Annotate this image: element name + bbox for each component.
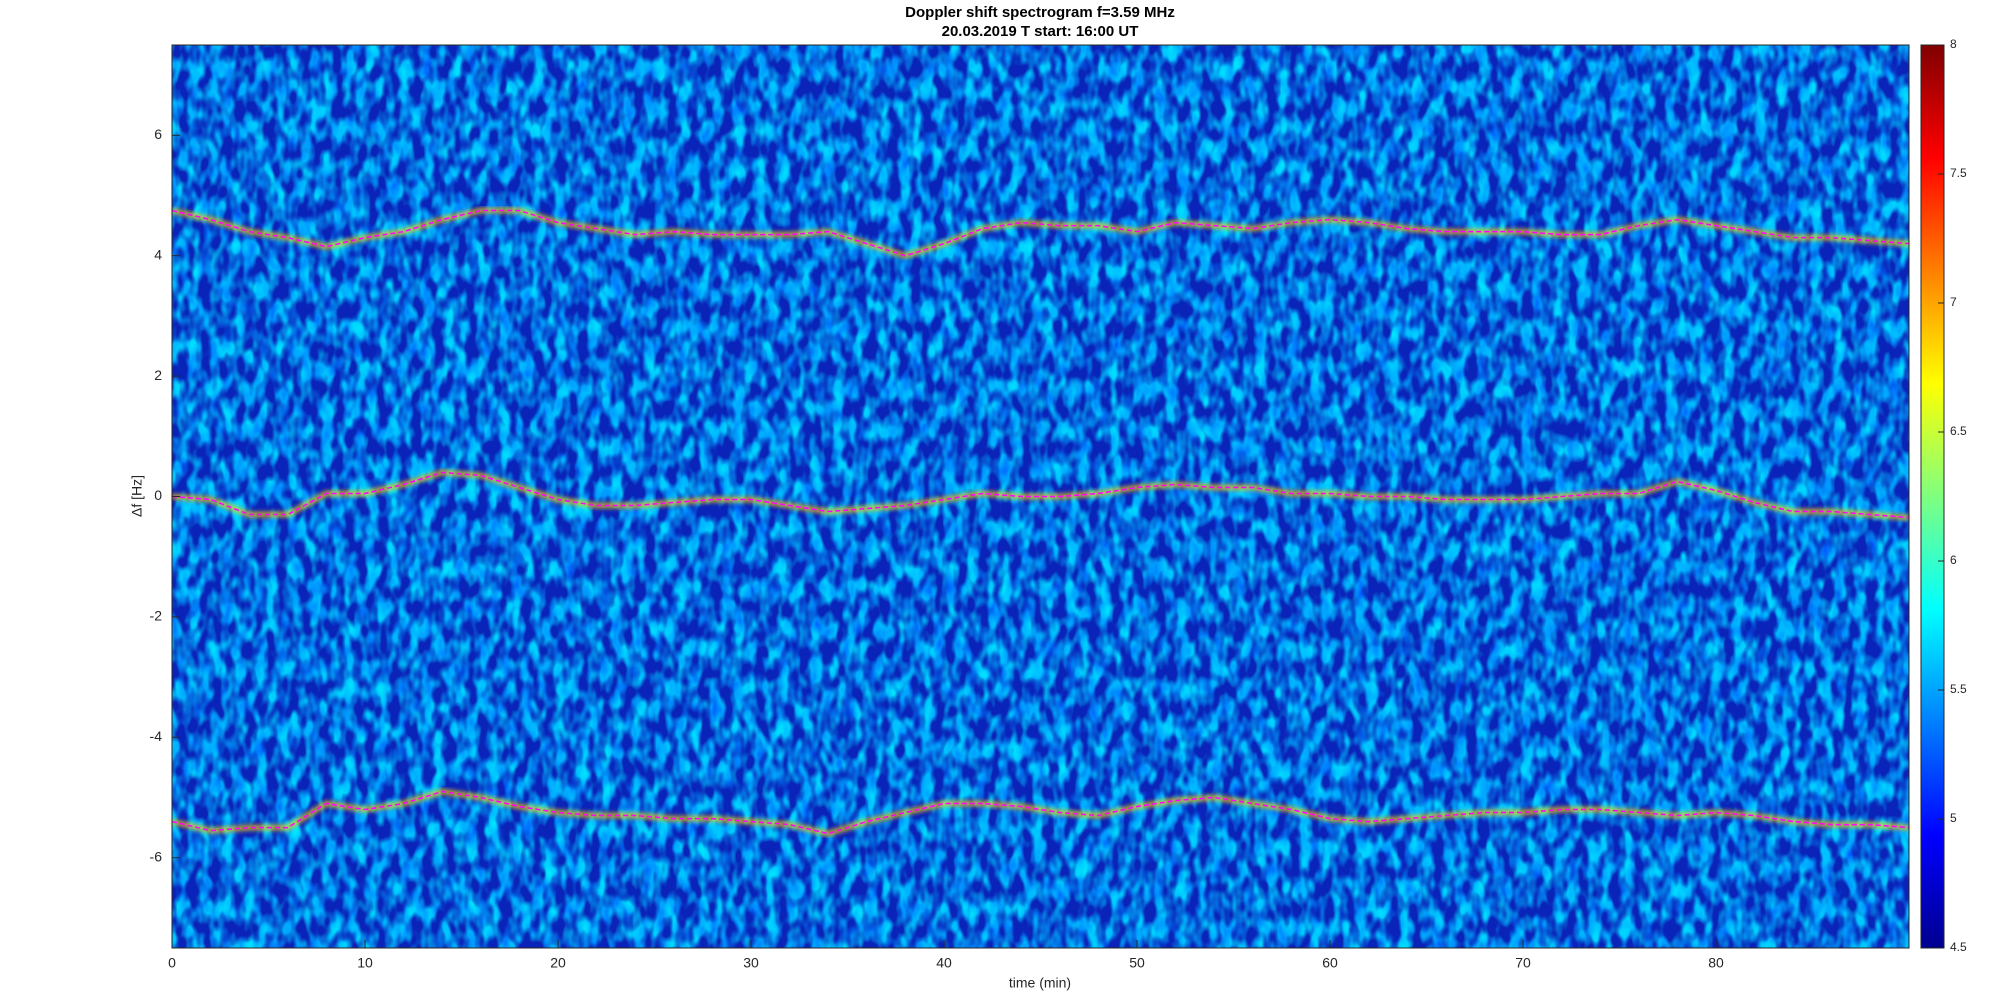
y-tick-label: 6 [154, 126, 162, 142]
y-axis-label: Δf [Hz] [129, 475, 145, 517]
trace-line [171, 471, 1910, 519]
colorbar-tick-label: 7 [1950, 295, 1957, 309]
x-tick-label: 70 [1515, 955, 1531, 971]
colorbar-tick-label: 8 [1950, 37, 1957, 51]
x-tick-label: 80 [1708, 955, 1724, 971]
chart-title: Doppler shift spectrogram f=3.59 MHz [905, 4, 1175, 21]
colorbar-tick-label: 6.5 [1950, 424, 1967, 438]
y-tick-label: -2 [150, 608, 163, 624]
y-tick-label: 2 [154, 367, 162, 383]
trace-line [171, 790, 1910, 835]
y-tick-label: -4 [150, 728, 163, 744]
colorbar-tick-label: 5.5 [1950, 682, 1967, 696]
x-tick-label: 0 [168, 955, 176, 971]
colorbar-tick-label: 6 [1950, 553, 1957, 567]
x-tick-label: 20 [550, 955, 566, 971]
x-tick-label: 10 [357, 955, 373, 971]
y-tick-label: 0 [154, 487, 162, 503]
x-axis-label: time (min) [1009, 975, 1071, 991]
y-tick-label: 4 [154, 246, 162, 262]
x-tick-label: 60 [1322, 955, 1338, 971]
x-tick-label: 30 [743, 955, 759, 971]
colorbar-tick-label: 5 [1950, 811, 1957, 825]
trace-line [171, 209, 1910, 257]
colorbar-tick-label: 4.5 [1950, 940, 1967, 954]
colorbar-tick-label: 7.5 [1950, 166, 1967, 180]
x-tick-label: 50 [1129, 955, 1145, 971]
y-tick-label: -6 [150, 848, 163, 864]
x-tick-label: 40 [936, 955, 952, 971]
chart-subtitle: 20.03.2019 T start: 16:00 UT [942, 23, 1139, 40]
colorbar [1920, 44, 1945, 949]
